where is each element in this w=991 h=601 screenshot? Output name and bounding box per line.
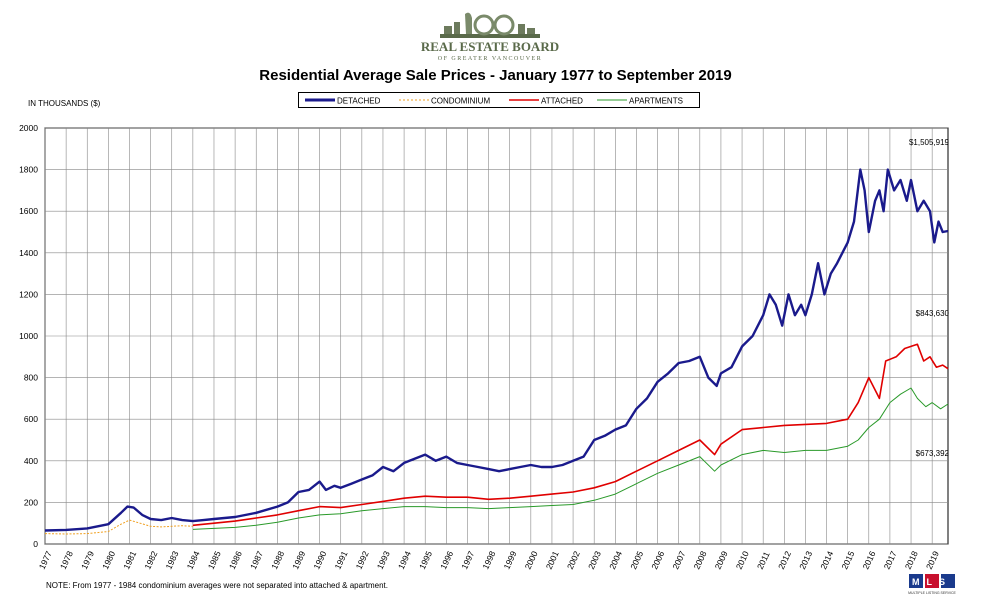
svg-text:MULTIPLE LISTING SERVICE: MULTIPLE LISTING SERVICE [908,591,956,595]
x-tick-label: 2000 [523,549,540,571]
mls-square-m [909,574,923,588]
x-tick-label: 1999 [501,549,518,571]
x-tick-label: 2001 [544,549,561,571]
x-tick-label: 2007 [670,549,687,571]
y-axis-label: IN THOUSANDS ($) [28,99,101,108]
rebgv-logo: REAL ESTATE BOARD OF GREATER VANCOUVER [410,8,570,64]
y-tick-label: 1600 [19,206,38,216]
x-tick-label: 1986 [227,549,244,571]
x-tick-label: 1990 [311,549,328,571]
x-tick-label: 1979 [79,549,96,571]
mls-text: MLS [912,577,952,587]
y-tick-label: 2000 [19,123,38,133]
x-tick-label: 2010 [734,549,751,571]
series-line-detached [44,168,949,532]
mls-logo: MLS MULTIPLE LISTING SERVICE [907,572,959,596]
x-tick-label: 2005 [628,549,645,571]
value-annotation: $1,505,919 [909,138,950,147]
y-tick-label: 0 [33,539,38,549]
legend-condominium: CONDOMINIUM [431,97,490,106]
x-tick-label: 2016 [861,549,878,571]
x-tick-label: 2019 [924,549,941,571]
y-tick-label: 1000 [19,331,38,341]
x-tick-label: 1987 [248,549,265,571]
x-tick-label: 2009 [713,549,730,571]
x-tick-label: 1993 [375,549,392,571]
x-tick-label: 1980 [100,549,117,571]
series-line-condominium [44,519,193,535]
x-tick-label: 2013 [797,549,814,571]
legend-attached: ATTACHED [541,97,583,106]
y-tick-label: 1200 [19,289,38,299]
series-line-apartments [192,387,949,530]
x-tick-label: 2003 [586,549,603,571]
y-tick-label: 1400 [19,248,38,258]
x-tick-label: 1981 [121,549,138,571]
x-tick-label: 2002 [565,549,582,571]
x-tick-label: 2004 [607,549,624,571]
x-tick-label: 1994 [396,549,413,571]
x-tick-label: 1982 [142,549,159,571]
legend-apartments: APARTMENTS [629,97,683,106]
value-annotation: $843,630 [916,309,950,318]
x-tick-label: 1985 [206,549,223,571]
x-tick-label: 2011 [755,550,772,571]
mls-square-s [941,574,955,588]
logo-subtext: OF GREATER VANCOUVER [438,56,542,62]
x-tick-label: 1983 [163,549,180,571]
footnote: NOTE: From 1977 - 1984 condominium avera… [46,581,388,590]
x-tick-label: 2014 [818,549,835,571]
x-tick-label: 1989 [290,549,307,571]
legend-detached: DETACHED [337,97,381,106]
legend: DETACHED CONDOMINIUM ATTACHED APARTMENTS [298,92,700,108]
x-tick-label: 2018 [903,549,920,571]
y-tick-label: 1800 [19,165,38,175]
x-tick-label: 2006 [649,549,666,571]
x-tick-label: 1997 [459,549,476,571]
mls-square-l [925,574,939,588]
x-tick-label: 2017 [882,549,899,571]
x-tick-label: 1998 [480,549,497,571]
x-tick-label: 1991 [332,549,349,571]
x-tick-label: 2008 [692,549,709,571]
x-tick-label: 1995 [417,549,434,571]
y-tick-label: 600 [24,414,38,424]
logo-text: REAL ESTATE BOARD [421,39,559,54]
chart-title: Residential Average Sale Prices - Januar… [259,67,732,84]
x-tick-label: 2012 [776,549,793,571]
x-tick-label: 1992 [354,549,371,571]
x-tick-label: 1978 [58,549,75,571]
skyline-icon [440,12,540,38]
y-tick-label: 400 [24,456,38,466]
y-tick-label: 200 [24,497,38,507]
x-tick-label: 2015 [839,549,856,571]
x-tick-label: 1996 [438,549,455,571]
x-tick-label: 1988 [269,549,286,571]
y-tick-label: 800 [24,373,38,383]
x-tick-label: 1984 [185,549,202,571]
value-annotation: $673,392 [916,449,950,458]
series-line-attached [192,343,949,527]
x-tick-label: 1977 [37,549,54,571]
